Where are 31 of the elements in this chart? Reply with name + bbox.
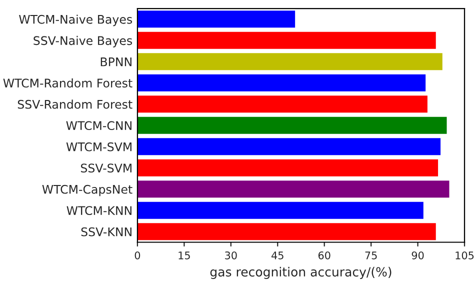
- bar: [137, 223, 436, 240]
- x-tick-label: 15: [178, 252, 190, 260]
- x-tick-label: 0: [134, 251, 140, 260]
- bar: [137, 53, 442, 70]
- y-tick-label: WTCM-KNN: [66, 206, 132, 216]
- bar: [137, 10, 296, 28]
- bar: [137, 96, 428, 113]
- bar: [137, 159, 438, 176]
- bar: [137, 138, 441, 156]
- bar: [137, 116, 447, 134]
- y-tick-label: WTCM-CapsNet: [42, 184, 132, 196]
- bar: [137, 180, 450, 198]
- y-tick-label: WTCM-Random Forest: [3, 78, 132, 88]
- x-tick-label: 45: [272, 252, 284, 260]
- bar: [137, 202, 424, 219]
- y-tick-label: SSV-Random Forest: [18, 100, 132, 109]
- x-tick-label: 105: [456, 251, 474, 260]
- y-tick-label: WTCM-Naive Bayes: [19, 14, 132, 26]
- bar: [137, 74, 426, 92]
- x-tick-label: 75: [365, 252, 377, 260]
- y-tick-label: SSV-KNN: [81, 227, 132, 236]
- bar: [137, 32, 436, 49]
- x-tick-label: 60: [318, 251, 330, 260]
- y-tick-label: WTCM-SVM: [66, 142, 132, 152]
- y-tick-label: WTCM-CNN: [66, 121, 132, 130]
- y-tick-label: SSV-Naive Bayes: [34, 36, 132, 48]
- x-axis-title: gas recognition accuracy/(%): [210, 266, 392, 280]
- x-tick-label: 90: [412, 251, 424, 260]
- x-tick-label: 30: [225, 251, 237, 260]
- y-tick-label: SSV-SVM: [80, 164, 132, 173]
- y-tick-label: BPNN: [100, 58, 132, 66]
